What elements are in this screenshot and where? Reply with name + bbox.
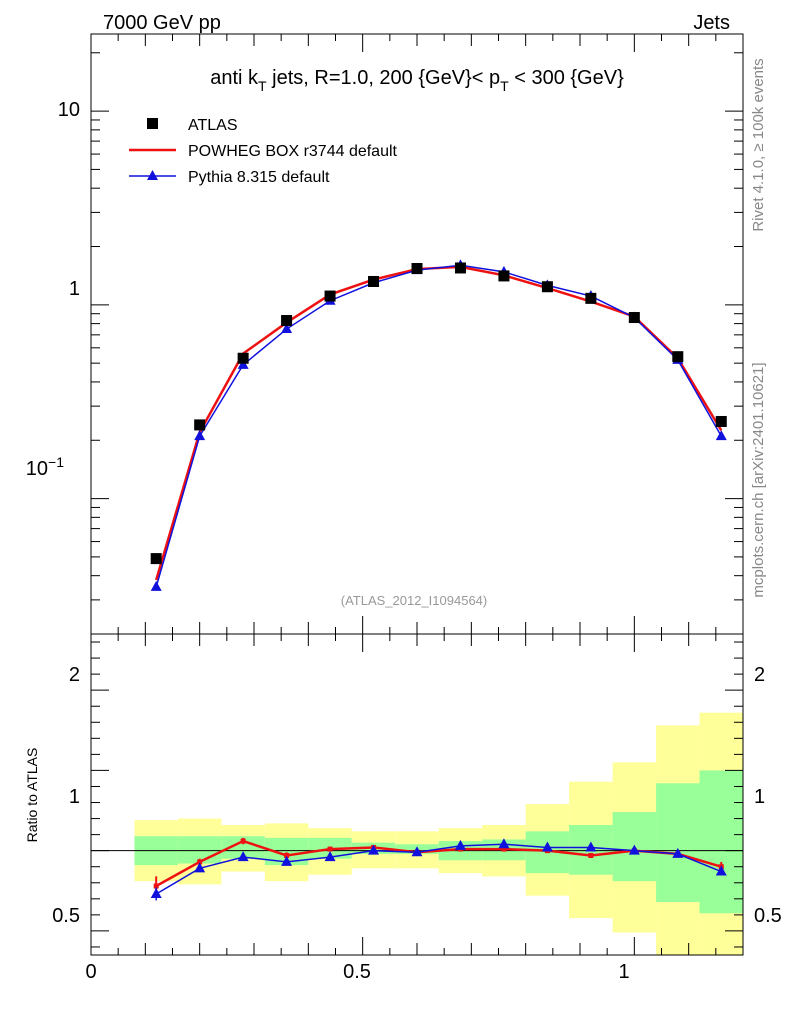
ratio-powheg-point bbox=[197, 859, 203, 865]
pythia-point bbox=[281, 323, 293, 334]
ratio-pythia-point bbox=[237, 851, 249, 862]
y-tick-label-0p1-exp: −1 bbox=[48, 454, 64, 470]
title-sub2: T bbox=[500, 78, 509, 94]
y-tick-label-0p1: 10−1 bbox=[26, 454, 64, 480]
ratio-pythia-point bbox=[281, 855, 293, 866]
analysis-watermark: (ATLAS_2012_I1094564) bbox=[341, 593, 487, 608]
ratio-pythia-point bbox=[541, 841, 553, 852]
x-tick-label-1: 1 bbox=[618, 961, 629, 983]
header-right: Jets bbox=[693, 12, 730, 34]
ratio-pythia-point bbox=[585, 841, 597, 852]
atlas-data-point bbox=[150, 553, 162, 565]
ratio-ylabel: Ratio to ATLAS bbox=[24, 748, 40, 843]
atlas-data-point bbox=[628, 312, 640, 324]
ratio-powheg-line bbox=[155, 839, 722, 888]
plot-title: anti kT jets, R=1.0, 200 {GeV}< pT < 300… bbox=[210, 67, 624, 94]
title-part3: < 300 {GeV} bbox=[509, 67, 624, 89]
legend-pythia-marker bbox=[147, 170, 158, 180]
atlas-data-point bbox=[324, 290, 336, 302]
ratio-powheg-point bbox=[501, 846, 507, 852]
atlas-data-point bbox=[237, 352, 249, 364]
title-part1: anti k bbox=[210, 67, 259, 89]
ratio-pythia-point bbox=[672, 847, 684, 858]
atlas-data-point bbox=[498, 270, 510, 282]
atlas-data-point bbox=[194, 419, 206, 431]
rivet-version: Rivet 4.1.0, ≥ 100k events bbox=[750, 58, 767, 231]
legend-pythia-label: Pythia 8.315 default bbox=[188, 169, 330, 186]
ratio-pythia-point bbox=[194, 862, 206, 873]
ratio-frame bbox=[90, 633, 744, 956]
band-inner-bin bbox=[656, 783, 700, 903]
atlas-data-point bbox=[672, 351, 684, 363]
ratio-ytick-0.5: 0.5 bbox=[52, 905, 80, 927]
y-tick-label-10: 10 bbox=[58, 99, 80, 121]
ratio-ytick-2: 2 bbox=[69, 664, 80, 686]
ratio-powheg-point bbox=[153, 883, 159, 889]
ratio-powheg-point bbox=[240, 838, 246, 844]
pythia-line bbox=[155, 264, 722, 588]
series-layer bbox=[150, 259, 727, 901]
y-tick-label-1: 1 bbox=[69, 278, 80, 300]
ratio-ytick-right-2: 2 bbox=[754, 664, 765, 686]
ratio-pythia-point bbox=[715, 865, 727, 876]
title-part2: jets, R=1.0, 200 {GeV}< p bbox=[267, 67, 501, 89]
ratio-ytick-1: 1 bbox=[69, 786, 80, 808]
axis-ticks bbox=[90, 34, 744, 955]
legend-data-marker bbox=[147, 118, 158, 129]
atlas-data-point bbox=[368, 275, 380, 287]
ratio-pythia-point bbox=[411, 846, 423, 857]
x-tick-label-0.5: 0.5 bbox=[343, 961, 371, 983]
pythia-point bbox=[237, 358, 249, 369]
ratio-powheg-point bbox=[327, 846, 333, 852]
legend-data-label: ATLAS bbox=[188, 117, 238, 134]
x-tick-label-0: 0 bbox=[85, 961, 96, 983]
legend: ATLAS POWHEG BOX r3744 default Pythia 8.… bbox=[129, 117, 398, 186]
band-inner-bin bbox=[699, 770, 743, 914]
pythia-point bbox=[715, 430, 727, 441]
header-left: 7000 GeV pp bbox=[103, 12, 221, 34]
ratio-ytick-right-0.5: 0.5 bbox=[754, 905, 782, 927]
atlas-data-point bbox=[541, 281, 553, 293]
ratio-pythia-point bbox=[454, 839, 466, 850]
atlas-data-point bbox=[715, 415, 727, 427]
title-sub1: T bbox=[258, 78, 267, 94]
ratio-pythia-point bbox=[368, 844, 380, 855]
mcplots-credit: mcplots.cern.ch [arXiv:2401.10621] bbox=[750, 362, 767, 597]
atlas-data-point bbox=[454, 262, 466, 274]
ratio-pythia-point bbox=[628, 844, 640, 855]
ratio-pythia-point bbox=[324, 851, 336, 862]
y-tick-label-0p1-base: 10 bbox=[26, 458, 48, 480]
ratio-pythia-point bbox=[150, 888, 162, 899]
ratio-powheg-point bbox=[284, 852, 290, 858]
atlas-data-point bbox=[411, 263, 423, 275]
band-inner-bin bbox=[221, 836, 265, 859]
ratio-pythia-point bbox=[498, 838, 510, 849]
pythia-point bbox=[194, 430, 206, 441]
ratio-powheg-point bbox=[588, 852, 594, 858]
ratio-ytick-right-1: 1 bbox=[754, 786, 765, 808]
atlas-data-point bbox=[281, 315, 293, 327]
atlas-data-point bbox=[585, 292, 597, 304]
legend-powheg-label: POWHEG BOX r3744 default bbox=[188, 143, 398, 160]
uncertainty-bands bbox=[134, 712, 743, 955]
ratio-pythia-line bbox=[155, 843, 722, 895]
pythia-point bbox=[150, 580, 162, 591]
